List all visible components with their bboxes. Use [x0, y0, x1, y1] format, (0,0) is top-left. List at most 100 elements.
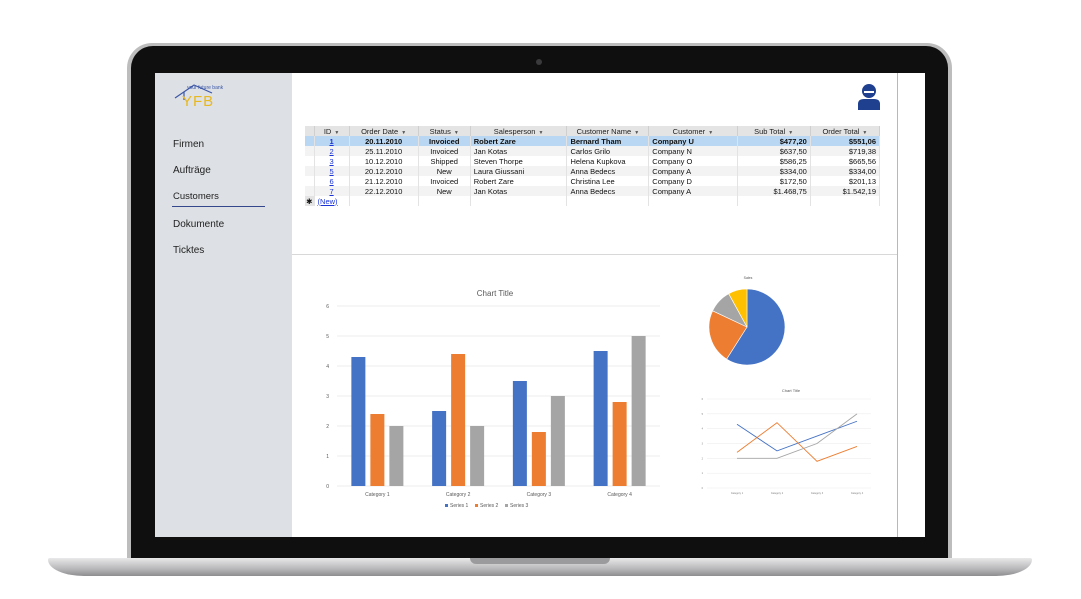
cell-order-date[interactable]: 25.11.2010 [349, 146, 419, 156]
row-selector[interactable] [305, 146, 315, 156]
cell-order-date[interactable]: 20.12.2010 [349, 166, 419, 176]
cell-id[interactable]: 5 [314, 166, 350, 176]
sidebar: your future bank YFB Firmen Aufträge Cus… [155, 73, 292, 537]
cell-customer-name[interactable]: Christina Lee [566, 176, 650, 186]
sort-arrow-icon[interactable]: ▼ [708, 129, 714, 136]
cell-status[interactable]: Invoiced [418, 146, 471, 156]
cell-customer[interactable]: Company O [648, 156, 738, 166]
cell-order-date[interactable]: 21.12.2010 [349, 176, 419, 186]
new-record-link[interactable]: (New) [317, 196, 338, 206]
column-header-status[interactable]: Status ▼ [418, 126, 471, 136]
cell-salesperson[interactable]: Jan Kotas [470, 146, 568, 156]
cell-order-total[interactable]: $719,38 [810, 146, 881, 156]
cell-salesperson[interactable]: Steven Thorpe [470, 156, 568, 166]
cell-customer[interactable]: Company U [648, 136, 738, 146]
cell-sub-total[interactable]: $586,25 [737, 156, 811, 166]
order-id-link[interactable]: 3 [329, 156, 334, 166]
sidebar-item-dokumente[interactable]: Dokumente [173, 219, 225, 230]
cell-status[interactable]: Invoiced [418, 176, 471, 186]
cell-order-total[interactable]: $201,13 [810, 176, 881, 186]
cell-id[interactable]: 7 [314, 186, 350, 196]
table-row[interactable]: 5 20.12.2010 New Laura Giussani Anna Bed… [305, 166, 881, 176]
row-selector[interactable] [305, 156, 315, 166]
cell-customer-name[interactable]: Bernard Tham [566, 136, 650, 146]
cell-order-total[interactable]: $1.542,19 [810, 186, 881, 196]
cell-order-date[interactable]: 10.12.2010 [349, 156, 419, 166]
cell-order-total[interactable]: $665,56 [810, 156, 881, 166]
cell-order-total[interactable]: $551,06 [810, 136, 881, 146]
cell-sub-total[interactable]: $334,00 [737, 166, 811, 176]
cell-empty[interactable] [566, 196, 650, 206]
cell-customer[interactable]: Company A [648, 186, 738, 196]
cell-status[interactable]: Invoiced [418, 136, 471, 146]
order-id-link[interactable]: 6 [329, 176, 334, 186]
cell-order-date[interactable]: 20.11.2010 [349, 136, 419, 146]
cell-salesperson[interactable]: Robert Zare [470, 176, 568, 186]
cell-id[interactable]: 2 [314, 146, 350, 156]
column-header-customer[interactable]: Customer ▼ [648, 126, 738, 136]
sidebar-item-customers[interactable]: Customers [173, 191, 219, 202]
cell-empty[interactable] [648, 196, 738, 206]
sort-arrow-icon[interactable]: ▼ [634, 129, 640, 136]
order-id-link[interactable]: 1 [329, 136, 334, 146]
cell-customer[interactable]: Company D [648, 176, 738, 186]
row-selector[interactable] [305, 176, 315, 186]
cell-salesperson[interactable]: Laura Giussani [470, 166, 568, 176]
cell-order-total[interactable]: $334,00 [810, 166, 881, 176]
column-header-salesperson[interactable]: Salesperson ▼ [470, 126, 568, 136]
cell-status[interactable]: New [418, 166, 471, 176]
cell-id[interactable]: (New) [314, 196, 350, 206]
cell-customer[interactable]: Company N [648, 146, 738, 156]
cell-status[interactable]: Shipped [418, 156, 471, 166]
cell-customer[interactable]: Company A [648, 166, 738, 176]
sort-arrow-icon[interactable]: ▼ [401, 129, 407, 136]
row-selector[interactable] [305, 186, 315, 196]
order-id-link[interactable]: 5 [329, 166, 334, 176]
column-header-order-total[interactable]: Order Total ▼ [810, 126, 881, 136]
cell-id[interactable]: 1 [314, 136, 350, 146]
table-row[interactable]: 6 21.12.2010 Invoiced Robert Zare Christ… [305, 176, 881, 186]
sort-arrow-icon[interactable]: ▼ [334, 129, 340, 136]
order-id-link[interactable]: 7 [329, 186, 334, 196]
cell-salesperson[interactable]: Robert Zare [470, 136, 568, 146]
cell-customer-name[interactable]: Anna Bedecs [566, 186, 650, 196]
table-row[interactable]: 3 10.12.2010 Shipped Steven Thorpe Helen… [305, 156, 881, 166]
table-row[interactable]: 2 25.11.2010 Invoiced Jan Kotas Carlos G… [305, 146, 881, 156]
cell-customer-name[interactable]: Carlos Grilo [566, 146, 650, 156]
sidebar-item-tickets[interactable]: Ticktes [173, 245, 205, 256]
row-selector-header[interactable] [305, 126, 315, 136]
cell-order-date[interactable]: 22.12.2010 [349, 186, 419, 196]
sort-arrow-icon[interactable]: ▼ [788, 129, 794, 136]
cell-sub-total[interactable]: $637,50 [737, 146, 811, 156]
cell-sub-total[interactable]: $477,20 [737, 136, 811, 146]
column-header-sub-total[interactable]: Sub Total ▼ [737, 126, 811, 136]
cell-status[interactable]: New [418, 186, 471, 196]
row-selector[interactable] [305, 136, 315, 146]
sidebar-item-firmen[interactable]: Firmen [173, 139, 205, 150]
cell-customer-name[interactable]: Anna Bedecs [566, 166, 650, 176]
column-header-customer-name[interactable]: Customer Name ▼ [566, 126, 650, 136]
column-header-order-date[interactable]: Order Date ▼ [349, 126, 419, 136]
cell-empty[interactable] [810, 196, 881, 206]
cell-customer-name[interactable]: Helena Kupkova [566, 156, 650, 166]
cell-id[interactable]: 3 [314, 156, 350, 166]
sort-arrow-icon[interactable]: ▼ [538, 129, 544, 136]
cell-empty[interactable] [470, 196, 568, 206]
order-id-link[interactable]: 2 [329, 146, 334, 156]
cell-empty[interactable] [737, 196, 811, 206]
row-selector[interactable] [305, 166, 315, 176]
sort-arrow-icon[interactable]: ▼ [862, 129, 868, 136]
cell-salesperson[interactable]: Jan Kotas [470, 186, 568, 196]
cell-empty[interactable] [349, 196, 419, 206]
table-row[interactable]: 1 20.11.2010 Invoiced Robert Zare Bernar… [305, 136, 881, 146]
column-header-id[interactable]: ID ▼ [314, 126, 350, 136]
cell-id[interactable]: 6 [314, 176, 350, 186]
cell-sub-total[interactable]: $172,50 [737, 176, 811, 186]
user-avatar-icon[interactable] [856, 82, 882, 110]
cell-sub-total[interactable]: $1.468,75 [737, 186, 811, 196]
sidebar-item-auftraege[interactable]: Aufträge [173, 165, 211, 176]
table-row[interactable]: 7 22.12.2010 New Jan Kotas Anna Bedecs C… [305, 186, 881, 196]
new-record-row[interactable]: ✱ (New) [305, 196, 881, 206]
sort-arrow-icon[interactable]: ▼ [453, 129, 459, 136]
cell-empty[interactable] [418, 196, 471, 206]
